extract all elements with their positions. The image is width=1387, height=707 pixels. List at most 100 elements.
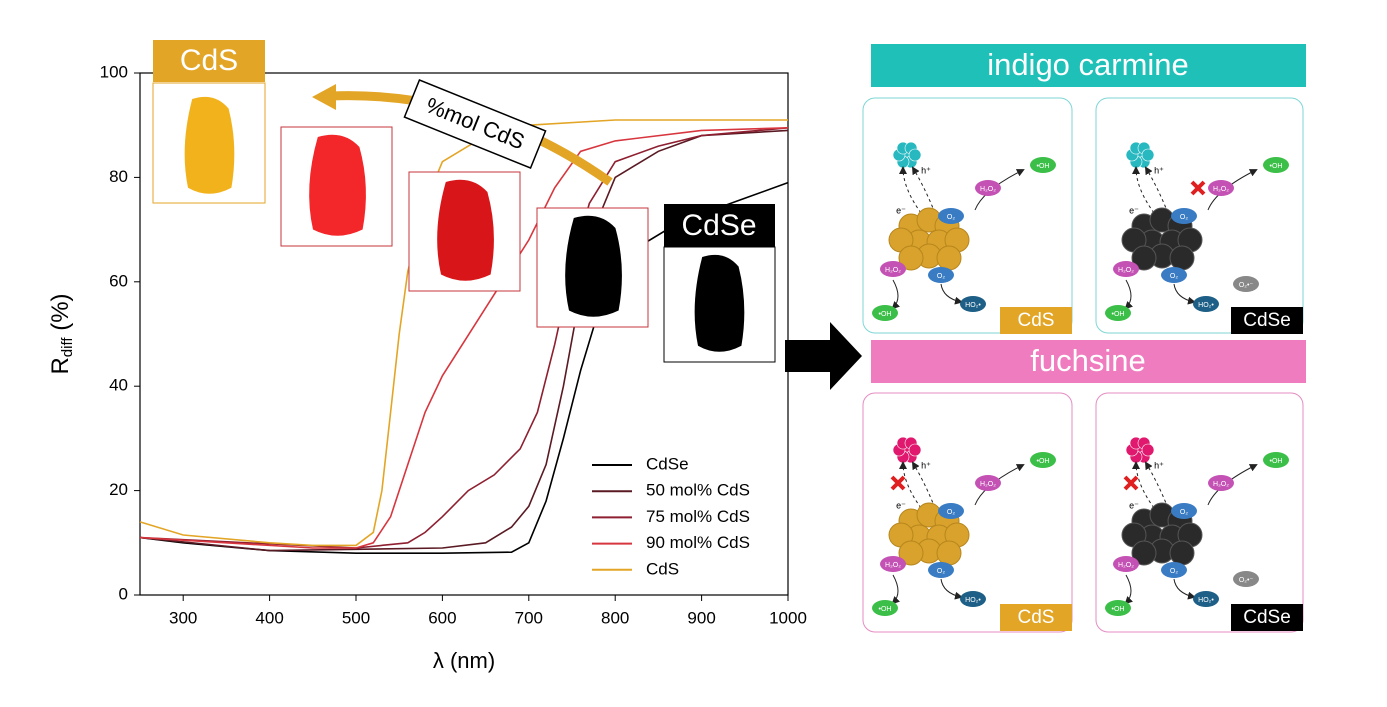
reaction-arrow	[940, 578, 963, 600]
species-label: h⁺	[921, 460, 931, 470]
species-label: e⁻	[1129, 205, 1139, 215]
species-label: O₂	[1180, 214, 1188, 221]
species-bubble	[938, 208, 964, 224]
species-label: •OH	[1270, 163, 1283, 170]
panel-label: CdSe	[1243, 310, 1291, 331]
species-bubble	[1233, 571, 1259, 587]
nanoparticle	[1131, 540, 1157, 566]
species-label: O₂	[1170, 568, 1178, 575]
species-label: H₂O₂	[1213, 186, 1229, 193]
species-label: e⁻	[896, 205, 906, 215]
species-bubble	[1193, 296, 1219, 312]
banner-title: fuchsine	[1030, 343, 1145, 378]
species-label: HO₂•	[1198, 597, 1214, 604]
sample-image	[184, 96, 235, 194]
panel-label-box	[1000, 604, 1072, 631]
charge-arrow	[911, 461, 936, 509]
species-bubble	[1161, 562, 1187, 578]
nanoparticle	[936, 245, 962, 271]
species-bubble	[1208, 180, 1234, 196]
species-bubble	[1030, 452, 1056, 468]
species-bubble	[1263, 452, 1289, 468]
species-label: •OH	[1037, 163, 1050, 170]
legend-label: 50 mol% CdS	[646, 481, 750, 500]
blocked-mark	[1123, 475, 1139, 491]
panel-label: CdSe	[1243, 607, 1291, 628]
nanoparticle	[1131, 245, 1157, 271]
blocked-mark	[1190, 180, 1206, 196]
y-tick-label: 100	[100, 62, 128, 81]
nanoparticle	[898, 540, 924, 566]
species-label: O₂	[947, 214, 955, 221]
banner	[871, 44, 1306, 87]
species-label: HO₂•	[1198, 302, 1214, 309]
reaction-arrow	[1173, 578, 1196, 600]
species-bubble	[1208, 475, 1234, 491]
transition-arrow	[785, 322, 862, 390]
dye-molecule	[908, 148, 922, 162]
charge-arrow	[1144, 461, 1169, 509]
panel-label-box	[1000, 307, 1072, 334]
x-tick-label: 500	[342, 608, 370, 627]
species-label: HO₂•	[965, 302, 981, 309]
species-label: h⁺	[1154, 165, 1164, 175]
species-label: •OH	[1037, 458, 1050, 465]
species-bubble	[1171, 208, 1197, 224]
species-bubble	[1263, 157, 1289, 173]
species-bubble	[1233, 276, 1259, 292]
y-tick-label: 60	[109, 271, 128, 290]
y-axis-label-part: R	[47, 357, 74, 374]
species-label: HO₂•	[965, 597, 981, 604]
species-label: •OH	[879, 606, 892, 613]
species-label: h⁺	[1154, 460, 1164, 470]
species-label: H₂O₂	[885, 267, 901, 274]
x-tick-label: 800	[601, 608, 629, 627]
reaction-arrow	[1124, 279, 1134, 310]
blocked-mark	[890, 475, 906, 491]
species-label: H₂O₂	[885, 562, 901, 569]
legend-label: 75 mol% CdS	[646, 507, 750, 526]
species-label: h⁺	[921, 165, 931, 175]
x-tick-label: 900	[687, 608, 715, 627]
species-label: •OH	[1112, 606, 1125, 613]
inset-label: CdSe	[681, 209, 756, 242]
species-bubble	[960, 591, 986, 607]
series-line	[139, 129, 789, 552]
charge-arrow	[1144, 166, 1169, 214]
trend-arrowhead	[312, 84, 336, 110]
y-tick-label: 0	[119, 584, 128, 603]
species-bubble	[1113, 261, 1139, 277]
charge-arrow	[911, 166, 936, 214]
species-bubble	[1161, 267, 1187, 283]
species-bubble	[872, 600, 898, 616]
species-bubble	[938, 503, 964, 519]
species-label: •OH	[879, 311, 892, 318]
reaction-arrow	[1173, 283, 1196, 305]
species-label: H₂O₂	[1213, 481, 1229, 488]
y-tick-label: 20	[109, 480, 128, 499]
y-axis-label-part: diff	[59, 337, 76, 358]
banner-title: indigo carmine	[987, 47, 1189, 82]
species-label: •OH	[1270, 458, 1283, 465]
species-label: e⁻	[1129, 500, 1139, 510]
y-axis-label-part: (%)	[47, 293, 74, 337]
sample-image	[694, 254, 745, 352]
species-bubble	[928, 267, 954, 283]
species-bubble	[872, 305, 898, 321]
annotation: %mol CdS	[403, 79, 547, 169]
species-bubble	[1171, 503, 1197, 519]
x-tick-label: 400	[255, 608, 283, 627]
banner	[871, 340, 1306, 383]
x-axis-label: λ (nm)	[433, 648, 495, 673]
dye-molecule	[1141, 148, 1155, 162]
panel-label-box	[1231, 604, 1303, 631]
species-bubble	[1193, 591, 1219, 607]
inset-label-box	[153, 40, 265, 82]
y-tick-label: 80	[109, 167, 128, 186]
species-label: H₂O₂	[980, 186, 996, 193]
reaction-arrow	[891, 279, 901, 310]
species-label: O₂	[947, 509, 955, 516]
species-label: H₂O₂	[980, 481, 996, 488]
dye-molecule	[908, 443, 922, 457]
